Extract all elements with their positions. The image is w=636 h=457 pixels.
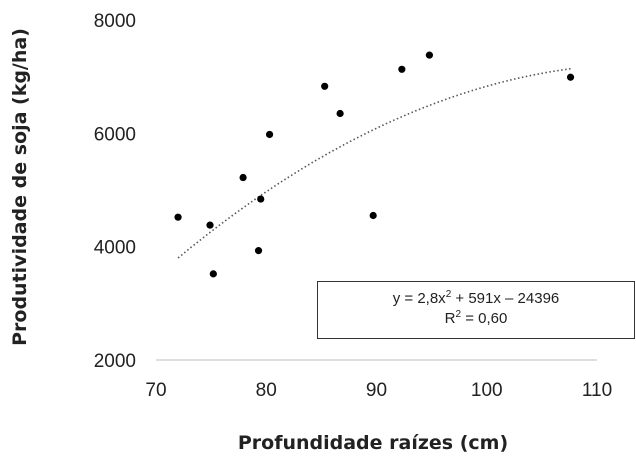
data-point xyxy=(369,211,377,220)
data-point xyxy=(254,247,263,255)
x-tick-label: 90 xyxy=(366,380,387,401)
data-point xyxy=(566,73,575,81)
y-tick-label: 8000 xyxy=(94,11,136,32)
equation-prefix: y = 2,8x xyxy=(392,290,446,307)
data-points xyxy=(174,51,575,278)
x-tick-label: 70 xyxy=(145,380,166,401)
data-point xyxy=(265,130,274,139)
equation-box: y = 2,8x2 + 591x – 24396 R2 = 0,60 xyxy=(317,281,635,339)
data-point xyxy=(209,270,217,278)
y-tick-label: 2000 xyxy=(94,351,136,372)
r-squared-line: R2 = 0,60 xyxy=(318,309,634,329)
equation-line: y = 2,8x2 + 591x – 24396 xyxy=(318,289,634,309)
x-tick-label: 80 xyxy=(256,380,277,401)
equation-exponent: 2 xyxy=(445,289,452,300)
data-point xyxy=(174,213,182,221)
data-point xyxy=(257,195,265,203)
y-tick-label: 6000 xyxy=(94,124,136,145)
equation-suffix: + 591x – 24396 xyxy=(451,290,560,307)
data-point xyxy=(321,82,329,90)
data-point xyxy=(398,65,406,73)
y-tick-label: 4000 xyxy=(94,238,136,259)
x-axis-title: Profundidade raízes (cm) xyxy=(238,432,508,454)
y-axis-title: Produtividade de soja (kg/ha) xyxy=(9,28,31,346)
x-tick-label: 100 xyxy=(471,380,503,401)
x-tick-label: 110 xyxy=(582,380,612,401)
data-point xyxy=(425,51,434,59)
x-tick-labels: 70 80 90 100 110 xyxy=(145,380,612,401)
trendline xyxy=(177,67,571,259)
data-point xyxy=(336,109,344,118)
r2-prefix: R xyxy=(444,310,456,327)
r2-exponent: 2 xyxy=(455,309,462,320)
data-point xyxy=(206,221,214,229)
r2-suffix: = 0,60 xyxy=(461,310,508,327)
y-tick-labels: 2000 4000 6000 8000 xyxy=(94,11,136,372)
data-point xyxy=(239,173,247,182)
